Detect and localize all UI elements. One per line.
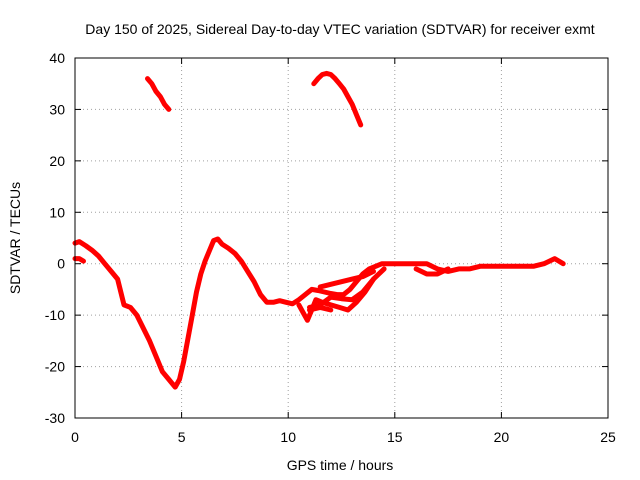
- y-tick-label: -20: [45, 359, 65, 375]
- axis-ticks: 0 5 10 15 20 25 -30 -20 -10 0 10 20 30 40: [45, 50, 616, 445]
- y-tick-label: 20: [49, 153, 65, 169]
- grid: [75, 58, 608, 418]
- y-tick-label: 30: [49, 101, 65, 117]
- x-tick-label: 5: [178, 429, 186, 445]
- y-tick-label: 10: [49, 204, 65, 220]
- series-arc-c: [317, 268, 376, 290]
- series-main: [72, 236, 566, 390]
- series-arc-d: [307, 304, 334, 313]
- series-tail-wave: [413, 266, 451, 277]
- series-arc-a: [296, 276, 376, 323]
- x-tick-label: 25: [600, 429, 616, 445]
- data-series: [72, 70, 566, 390]
- series-high-arc-2: [311, 70, 364, 128]
- series-arc-b: [307, 266, 387, 310]
- y-tick-label: -10: [45, 307, 65, 323]
- series-start-offset: [72, 256, 86, 264]
- x-tick-label: 20: [494, 429, 510, 445]
- x-axis-label: GPS time / hours: [287, 457, 394, 473]
- x-tick-label: 0: [71, 429, 79, 445]
- y-tick-label: -30: [45, 410, 65, 426]
- y-axis-label: SDTVAR / TECUs: [7, 182, 23, 294]
- series-high-arc-1: [145, 76, 172, 112]
- x-tick-label: 10: [280, 429, 296, 445]
- plot-frame: [74, 57, 609, 419]
- y-tick-label: 40: [49, 50, 65, 66]
- y-tick-label: 0: [57, 256, 65, 272]
- chart-title: Day 150 of 2025, Sidereal Day-to-day VTE…: [85, 21, 594, 37]
- x-tick-label: 15: [387, 429, 403, 445]
